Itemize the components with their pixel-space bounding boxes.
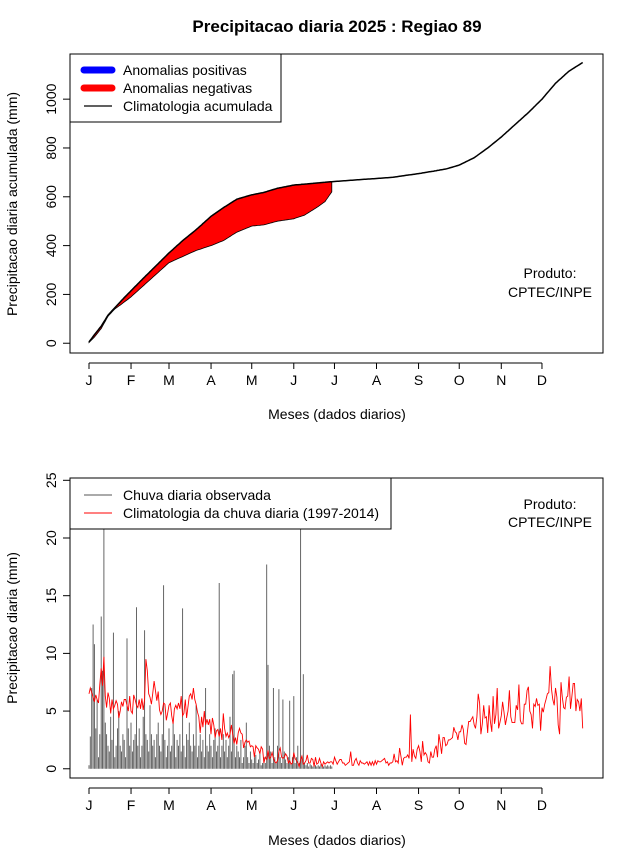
y-axis: 0 200 400 600 800 1000 (43, 83, 70, 347)
y-tick-label: 0 (43, 765, 59, 773)
x-tick-label: D (537, 797, 547, 813)
legend-box (69, 477, 392, 530)
x-tick-label: N (496, 797, 506, 813)
x-tick-label: A (372, 372, 382, 388)
y-tick-label: 10 (43, 645, 59, 661)
y-tick-label: 5 (43, 707, 59, 715)
y-tick-label: 400 (43, 234, 59, 258)
plot-frame (69, 53, 604, 354)
y-axis-label: Precipitacao diaria acumulada (mm) (4, 92, 20, 316)
x-tick-label: F (127, 797, 136, 813)
legend-label-climatology: Climatologia acumulada (123, 98, 273, 114)
y-tick-label: 1000 (43, 83, 59, 114)
x-tick-label: M (163, 372, 175, 388)
legend: Anomalias positivas Anomalias negativas … (69, 53, 282, 123)
daily-bars-layer (88, 486, 333, 769)
daily-climatology-line (88, 656, 584, 769)
y-tick-label: 0 (43, 339, 59, 347)
x-tick-label: O (454, 372, 465, 388)
x-tick-label: A (206, 797, 216, 813)
y-tick-label: 25 (43, 472, 59, 488)
x-tick-label: M (163, 797, 175, 813)
x-axis-label: Meses (dados diarios) (268, 832, 406, 848)
daily-panel: 0 5 10 15 20 25 J F M A M J J A S O N D Precipitacao dia… (4, 472, 604, 848)
product-annotation-line2: CPTEC/INPE (508, 284, 592, 300)
x-tick-label: F (127, 372, 136, 388)
x-tick-label: M (246, 372, 258, 388)
product-annotation-line1: Produto: (524, 265, 577, 281)
x-tick-label: J (85, 372, 92, 388)
x-tick-label: N (496, 372, 506, 388)
y-axis-label: Precipitacao diaria (mm) (4, 552, 20, 704)
x-tick-label: S (414, 797, 423, 813)
climatology-cumulative-line (88, 61, 584, 343)
x-tick-label: M (246, 797, 258, 813)
y-tick-label: 600 (43, 185, 59, 209)
y-tick-label: 800 (43, 136, 59, 160)
x-tick-label: D (537, 372, 547, 388)
x-tick-label: O (454, 797, 465, 813)
cumulative-lines-layer (88, 61, 584, 343)
legend-label-climatology: Climatologia da chuva diaria (1997-2014) (123, 505, 379, 521)
legend-label-positive: Anomalias positivas (123, 62, 247, 78)
legend: Chuva diaria observada Climatologia da c… (69, 477, 392, 530)
y-axis: 0 5 10 15 20 25 (43, 472, 70, 773)
daily-climatology-layer (88, 656, 584, 769)
y-tick-label: 200 (43, 283, 59, 307)
product-annotation-line1: Produto: (524, 496, 577, 512)
x-tick-label: J (331, 372, 338, 388)
x-tick-label: J (290, 797, 297, 813)
legend-label-observed: Chuva diaria observada (123, 487, 271, 503)
anomaly-fill-layer (88, 181, 333, 344)
x-axis-label: Meses (dados diarios) (268, 406, 406, 422)
x-tick-label: J (85, 797, 92, 813)
x-tick-label: A (206, 372, 216, 388)
y-tick-label: 15 (43, 588, 59, 604)
x-tick-label: S (414, 372, 423, 388)
legend-label-negative: Anomalias negativas (123, 80, 252, 96)
cumulative-panel: 0 200 400 600 800 1000 J F M A M J J A S O N D Precipita… (4, 53, 604, 422)
x-tick-label: J (290, 372, 297, 388)
x-tick-label: J (331, 797, 338, 813)
product-annotation-line2: CPTEC/INPE (508, 514, 592, 530)
negative-anomaly-area (88, 181, 333, 344)
y-tick-label: 20 (43, 530, 59, 546)
x-tick-label: A (372, 797, 382, 813)
chart-title: Precipitacao diaria 2025 : Regiao 89 (192, 17, 481, 36)
